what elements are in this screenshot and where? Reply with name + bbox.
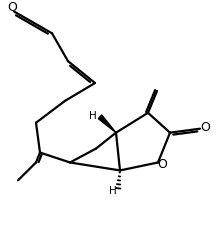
Text: H: H (108, 186, 116, 196)
Text: O: O (201, 121, 211, 134)
Polygon shape (98, 115, 116, 133)
Text: O: O (157, 158, 167, 171)
Text: H: H (89, 111, 97, 121)
Text: O: O (7, 1, 17, 14)
